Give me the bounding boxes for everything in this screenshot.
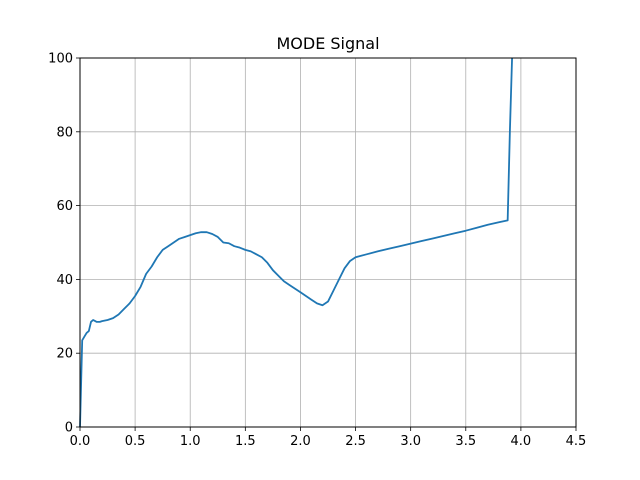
x-tick-label: 0.0: [70, 434, 91, 449]
x-tick-label: 4.0: [511, 434, 532, 449]
x-tick-label: 0.5: [125, 434, 146, 449]
x-tick-label: 1.5: [235, 434, 256, 449]
series-layer: [79, 57, 513, 428]
y-tick-label: 0: [65, 421, 73, 436]
y-tick-label: 100: [48, 52, 73, 67]
y-tick-label: 20: [56, 347, 73, 362]
y-tick-label: 80: [56, 125, 73, 140]
x-tick-label: 1.0: [180, 434, 201, 449]
x-tick-label: 2.5: [345, 434, 366, 449]
x-tick-label: 3.0: [400, 434, 421, 449]
series-line: [79, 57, 513, 428]
x-tick-label: 3.5: [455, 434, 476, 449]
plot-frame: [79, 57, 577, 428]
y-axis: 0 20 40 60 80 100: [48, 52, 80, 436]
x-tick-label: 2.0: [290, 434, 311, 449]
y-tick-label: 60: [56, 199, 73, 214]
y-tick-label: 40: [56, 273, 73, 288]
x-tick-label: 4.5: [566, 434, 587, 449]
x-axis: 0.0 0.5 1.0 1.5 2.0 2.5 3.0 3.5 4.0 4.5: [70, 427, 587, 449]
chart-title: MODE Signal: [276, 34, 379, 53]
